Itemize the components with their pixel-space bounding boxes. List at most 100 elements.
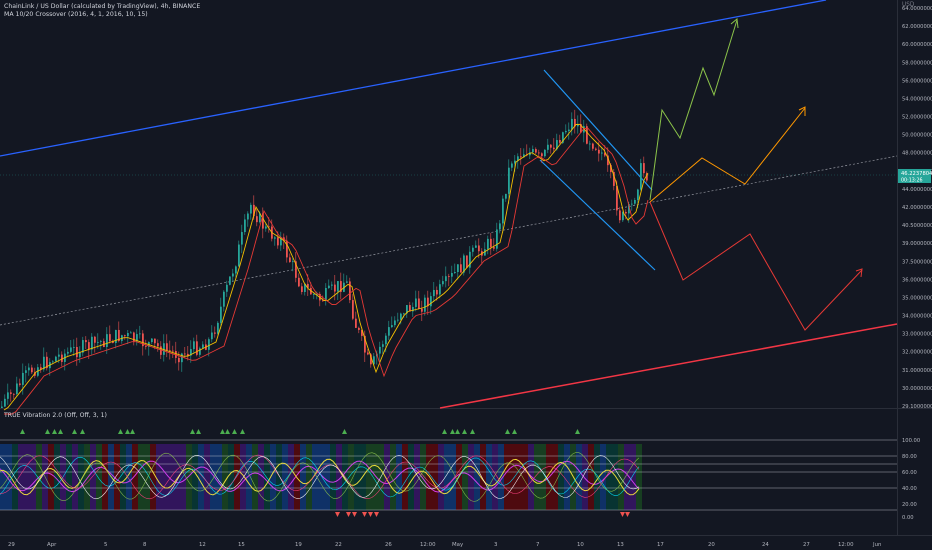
time-tick: May bbox=[452, 542, 464, 548]
oscillator-band bbox=[480, 444, 486, 510]
candle-body bbox=[187, 353, 189, 356]
midline-dotted[interactable] bbox=[0, 155, 898, 326]
candlestick-series[interactable] bbox=[1, 109, 648, 408]
oscillator-band bbox=[144, 444, 150, 510]
oscillator-band bbox=[450, 444, 456, 510]
price-tick: 37.5000000 bbox=[902, 259, 932, 265]
candle-body bbox=[19, 383, 21, 385]
oscillator-band bbox=[162, 444, 168, 510]
candle-body bbox=[253, 204, 255, 217]
indicator-legend-oscillator[interactable]: TRUE Vibration 2.0 (Off, Off, 3, 1) bbox=[4, 412, 107, 419]
candle-body bbox=[172, 350, 174, 352]
candle-body bbox=[211, 332, 213, 340]
price-tick: 34.0000000 bbox=[902, 314, 932, 320]
candle-body bbox=[349, 281, 351, 301]
oscillator-band bbox=[300, 444, 306, 510]
candle-body bbox=[160, 346, 162, 355]
price-axis[interactable]: 64.0000000 62.0000000 60.0000000 58.0000000… bbox=[898, 6, 932, 521]
candle-body bbox=[577, 124, 579, 127]
candle-body bbox=[619, 210, 621, 221]
candle-body bbox=[565, 130, 567, 133]
candle-body bbox=[196, 341, 198, 355]
candle-body bbox=[259, 213, 261, 223]
oscillator-band bbox=[324, 444, 330, 510]
candle-body bbox=[469, 251, 471, 268]
oscillator-band bbox=[522, 444, 528, 510]
candle-body bbox=[139, 333, 141, 335]
candle-body bbox=[88, 342, 90, 350]
oscillator-band bbox=[90, 444, 96, 510]
candle-body bbox=[1, 406, 3, 408]
candle-body bbox=[541, 153, 543, 157]
candle-body bbox=[394, 320, 396, 326]
candle-body bbox=[421, 308, 423, 312]
candle-body bbox=[523, 154, 525, 158]
drawing-tools[interactable] bbox=[0, 0, 898, 409]
candle-body bbox=[55, 356, 57, 362]
oscillator-band bbox=[24, 444, 30, 510]
projection-bearish-arrow bbox=[855, 268, 863, 278]
red-channel-trendline[interactable] bbox=[439, 323, 898, 409]
projection-bearish[interactable] bbox=[649, 201, 863, 331]
indicator-legend-ma[interactable]: MA 10/20 Crossover (2016, 4, 1, 2016, 10… bbox=[4, 11, 148, 18]
candle-body bbox=[202, 344, 204, 349]
candle-body bbox=[544, 149, 546, 157]
oscillator-band bbox=[18, 444, 24, 510]
candle-body bbox=[580, 124, 582, 133]
oscillator-band bbox=[96, 444, 102, 510]
projection-neutral[interactable] bbox=[649, 107, 806, 203]
candle-body bbox=[535, 149, 537, 153]
candle-body bbox=[295, 261, 297, 278]
candle-body bbox=[451, 273, 453, 277]
oscillator-band bbox=[444, 444, 450, 510]
oscillator-band bbox=[384, 444, 390, 510]
candle-body bbox=[184, 353, 186, 355]
currency-label[interactable]: USD bbox=[902, 2, 915, 8]
oscillator-band bbox=[600, 444, 606, 510]
oscillator-band bbox=[72, 444, 78, 510]
candle-body bbox=[220, 306, 222, 323]
buy-signal-marker bbox=[125, 429, 130, 434]
oscillator-band bbox=[630, 444, 636, 510]
oscillator-band bbox=[258, 444, 264, 510]
candle-body bbox=[340, 281, 342, 292]
candle-body bbox=[232, 273, 234, 277]
oscillator-band bbox=[402, 444, 408, 510]
candle-body bbox=[427, 297, 429, 307]
candle-body bbox=[169, 350, 171, 352]
symbol-title[interactable]: ChainLink / US Dollar (calculated by Tra… bbox=[4, 3, 201, 10]
buy-signal-marker bbox=[470, 429, 475, 434]
oscillator-band bbox=[0, 444, 6, 510]
time-tick: 29 bbox=[8, 542, 15, 548]
price-tick: 54.0000000 bbox=[902, 96, 932, 102]
moving-average-lines bbox=[3, 123, 649, 415]
buy-signal-marker bbox=[190, 429, 195, 434]
buy-signal-marker bbox=[220, 429, 225, 434]
price-tick: 32.0000000 bbox=[902, 350, 932, 356]
ma-fast-line bbox=[3, 123, 649, 411]
wedge-upper-line[interactable] bbox=[543, 69, 653, 191]
oscillator-pane[interactable] bbox=[0, 429, 897, 517]
wedge-lower-line[interactable] bbox=[539, 159, 656, 271]
oscillator-band bbox=[462, 444, 468, 510]
blue-channel-trendline[interactable] bbox=[0, 0, 827, 157]
time-tick: 12:00 bbox=[420, 542, 436, 548]
time-axis[interactable]: 29 Apr 5 8 12 15 19 22 26 12:00 May 3 7 10 13 17 20 24 27 1… bbox=[8, 542, 881, 548]
price-tick: 50.0000000 bbox=[902, 133, 932, 139]
candle-body bbox=[460, 264, 462, 273]
time-tick: 3 bbox=[494, 542, 497, 548]
oscillator-band bbox=[420, 444, 426, 510]
price-tick: 35.0000000 bbox=[902, 295, 932, 301]
oscillator-band bbox=[636, 444, 642, 510]
bar-countdown: 00:13:26 bbox=[901, 178, 923, 184]
buy-signal-marker bbox=[232, 429, 237, 434]
candle-body bbox=[412, 306, 414, 312]
projection-bullish[interactable] bbox=[649, 19, 738, 201]
oscillator-band bbox=[126, 444, 132, 510]
oscillator-band bbox=[552, 444, 558, 510]
oscillator-band bbox=[216, 444, 222, 510]
candle-body bbox=[379, 346, 381, 354]
time-tick: 19 bbox=[295, 542, 302, 548]
